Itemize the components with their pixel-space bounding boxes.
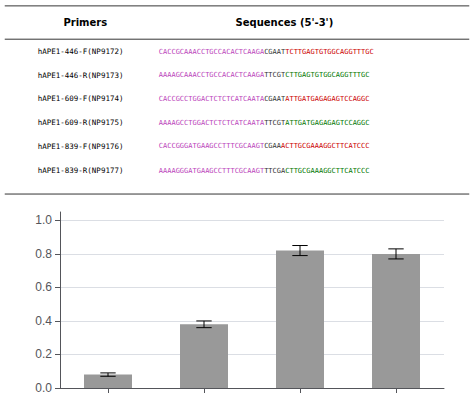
svg-text:TTCGT: TTCGT	[264, 119, 286, 127]
svg-text:CTTGAGTGTGGCAGGTTTGC: CTTGAGTGTGGCAGGTTTGC	[285, 71, 369, 79]
svg-text:hAPE1-839-R(NP9177): hAPE1-839-R(NP9177)	[38, 166, 124, 175]
svg-text:ACTTGCGAAAGGCTTCATCCC: ACTTGCGAAAGGCTTCATCCC	[281, 142, 370, 150]
svg-text:hAPE1-446-R(NP9173): hAPE1-446-R(NP9173)	[38, 71, 124, 80]
svg-text:hAPE1-609-R(NP9175): hAPE1-609-R(NP9175)	[38, 118, 124, 127]
svg-text:AAAAGCCTGGACTCTCTCATCAATA: AAAAGCCTGGACTCTCTCATCAATA	[159, 119, 265, 127]
svg-text:AAAAGCAAACCTGCCACACTCAAGA: AAAAGCAAACCTGCCACACTCAAGA	[159, 71, 265, 79]
svg-text:0.2: 0.2	[35, 347, 52, 361]
svg-text:0.0: 0.0	[35, 381, 52, 395]
svg-text:ATTGATGAGAGAGTCCAGGC: ATTGATGAGAGAGTCCAGGC	[285, 95, 369, 103]
svg-text:AAAAGGGATGAAGCCTTTCGCAAGT: AAAAGGGATGAAGCCTTTCGCAAGT	[159, 167, 265, 175]
svg-text:CACCGCAAACCTGCCACACTCAAGA: CACCGCAAACCTGCCACACTCAAGA	[159, 48, 265, 56]
svg-text:hAPE1-446-F(NP9172): hAPE1-446-F(NP9172)	[38, 47, 124, 56]
svg-text:Primers: Primers	[63, 17, 107, 28]
svg-text:TTCGA: TTCGA	[264, 167, 286, 175]
svg-text:CGAA: CGAA	[264, 142, 282, 150]
svg-text:ATTGATGAGAGAGTCCAGGC: ATTGATGAGAGAGTCCAGGC	[285, 119, 369, 127]
svg-text:CGAAT: CGAAT	[264, 48, 286, 56]
svg-text:0.4: 0.4	[35, 314, 52, 328]
svg-text:hAPE1-609-F(NP9174): hAPE1-609-F(NP9174)	[38, 94, 124, 103]
svg-text:CACCGCCTGGACTCTCTCATCAATA: CACCGCCTGGACTCTCTCATCAATA	[159, 95, 265, 103]
svg-text:0.8: 0.8	[35, 247, 52, 261]
svg-text:Sequences (5'-3'): Sequences (5'-3')	[236, 17, 334, 28]
svg-text:0.6: 0.6	[35, 280, 52, 294]
svg-text:hAPE1-839-F(NP9176): hAPE1-839-F(NP9176)	[38, 142, 124, 151]
svg-text:TTCGT: TTCGT	[264, 71, 286, 79]
svg-text:CTTGCGAAAGGCTTCATCCC: CTTGCGAAAGGCTTCATCCC	[285, 167, 369, 175]
svg-text:CACCGGGATGAAGCCTTTCGCAAGT: CACCGGGATGAAGCCTTTCGCAAGT	[159, 142, 265, 150]
svg-text:CGAAT: CGAAT	[264, 95, 286, 103]
svg-text:TCTTGAGTGTGGCAGGTTTGC: TCTTGAGTGTGGCAGGTTTGC	[285, 48, 374, 56]
svg-text:1.0: 1.0	[35, 213, 52, 227]
